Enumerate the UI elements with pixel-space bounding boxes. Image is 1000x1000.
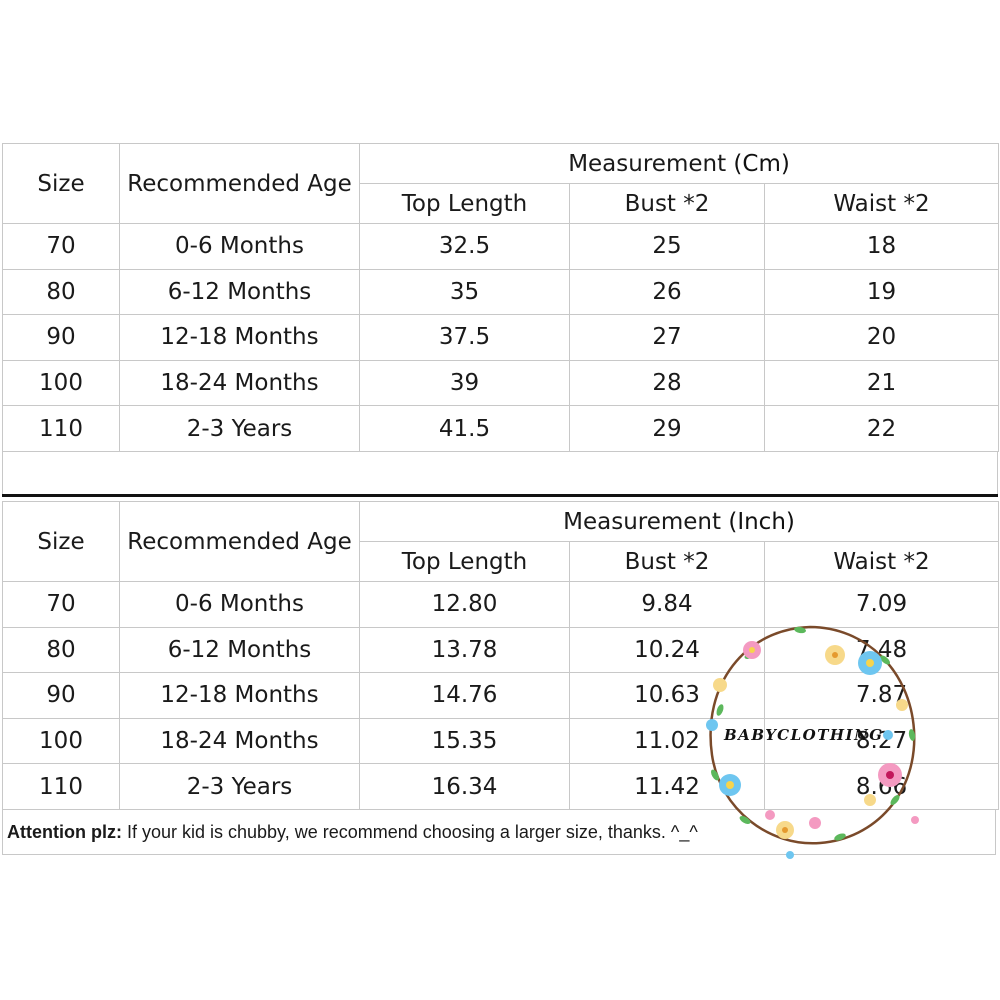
table-row: 90 12-18 Months 37.5 27 20 (2, 314, 1000, 361)
header-recommended-age: Recommended Age (119, 501, 360, 582)
table-row: 110 2-3 Years 16.34 11.42 8.66 (2, 763, 1000, 810)
size-table-cm: Size Recommended Age Measurement (Cm) To… (2, 143, 1000, 452)
cell-size: 100 (2, 717, 120, 765)
header-bust: Bust *2 (569, 541, 765, 582)
cell-age: 18-24 Months (119, 359, 360, 407)
header-top-length: Top Length (359, 183, 570, 224)
table-subheader-row: Top Length Bust *2 Waist *2 (3, 541, 1000, 582)
cell-waist: 7.87 (763, 672, 1000, 719)
table-divider (2, 494, 998, 497)
cell-age: 6-12 Months (119, 626, 360, 674)
cell-bust: 9.84 (569, 581, 765, 628)
header-size: Size (2, 143, 120, 224)
cell-age: 18-24 Months (119, 717, 360, 765)
header-measurement: Measurement (Cm) (358, 143, 1000, 184)
cell-size: 80 (2, 268, 120, 316)
table-row: 110 2-3 Years 41.5 29 22 (2, 405, 1000, 452)
header-waist: Waist *2 (763, 541, 1000, 582)
cell-age: 0-6 Months (119, 581, 360, 628)
cell-size: 90 (2, 314, 120, 361)
attention-text: If your kid is chubby, we recommend choo… (126, 821, 698, 842)
cell-top-length: 32.5 (359, 223, 570, 270)
cell-waist: 22 (763, 405, 1000, 452)
cell-bust: 11.02 (569, 717, 765, 765)
header-bust: Bust *2 (569, 183, 765, 224)
cell-top-length: 15.35 (359, 717, 570, 765)
table-row: 90 12-18 Months 14.76 10.63 7.87 (2, 672, 1000, 719)
cell-waist: 18 (763, 223, 1000, 270)
cell-size: 110 (2, 405, 120, 452)
cell-top-length: 16.34 (359, 763, 570, 810)
cell-age: 0-6 Months (119, 223, 360, 270)
header-unit: (Cm) (733, 150, 790, 177)
cell-age: 2-3 Years (119, 763, 360, 810)
cell-top-length: 14.76 (359, 672, 570, 719)
header-waist: Waist *2 (763, 183, 1000, 224)
table-header-row: Size Recommended Age Measurement (Cm) (2, 143, 1000, 224)
size-table-inch: Size Recommended Age Measurement (Inch) … (2, 501, 1000, 810)
cell-age: 12-18 Months (119, 672, 360, 719)
table-row: 70 0-6 Months 12.80 9.84 7.09 (2, 581, 1000, 628)
table-row: 80 6-12 Months 13.78 10.24 7.48 (2, 626, 1000, 674)
cell-bust: 10.63 (569, 672, 765, 719)
cell-size: 70 (2, 581, 120, 628)
header-top-length: Top Length (359, 541, 570, 582)
floral-wreath-logo-icon (706, 625, 919, 859)
table-spacer-row (2, 451, 998, 494)
header-measurement: Measurement (Inch) (358, 501, 1000, 542)
cell-waist: 8.27 (763, 717, 1000, 765)
cell-bust: 28 (569, 359, 765, 407)
cell-waist: 7.48 (763, 626, 1000, 674)
cell-top-length: 35 (359, 268, 570, 316)
cell-waist: 20 (763, 314, 1000, 361)
header-measurement-label: Measurement (568, 150, 727, 177)
cell-size: 90 (2, 672, 120, 719)
cell-top-length: 41.5 (359, 405, 570, 452)
cell-age: 2-3 Years (119, 405, 360, 452)
cell-bust: 29 (569, 405, 765, 452)
header-unit: (Inch) (728, 508, 795, 535)
cell-bust: 27 (569, 314, 765, 361)
cell-bust: 25 (569, 223, 765, 270)
cell-waist: 7.09 (763, 581, 1000, 628)
table-header-row: Size Recommended Age Measurement (Inch) (2, 501, 1000, 582)
table-row: 70 0-6 Months 32.5 25 18 (2, 223, 1000, 270)
header-recommended-age: Recommended Age (119, 143, 360, 224)
watermark-text: BABYCLOTHING (724, 726, 884, 744)
cell-waist: 21 (763, 359, 1000, 407)
attention-note: Attention plz: If your kid is chubby, we… (2, 810, 996, 855)
cell-top-length: 37.5 (359, 314, 570, 361)
cell-size: 70 (2, 223, 120, 270)
cell-top-length: 13.78 (359, 626, 570, 674)
table-row: 100 18-24 Months 39 28 21 (2, 359, 1000, 407)
cell-top-length: 12.80 (359, 581, 570, 628)
attention-label: Attention plz: (7, 821, 122, 842)
cell-top-length: 39 (359, 359, 570, 407)
cell-size: 110 (2, 763, 120, 810)
cell-waist: 19 (763, 268, 1000, 316)
cell-size: 80 (2, 626, 120, 674)
header-size: Size (2, 501, 120, 582)
table-subheader-row: Top Length Bust *2 Waist *2 (3, 183, 1000, 224)
cell-age: 6-12 Months (119, 268, 360, 316)
cell-age: 12-18 Months (119, 314, 360, 361)
cell-bust: 26 (569, 268, 765, 316)
table-row: 80 6-12 Months 35 26 19 (2, 268, 1000, 316)
table-row: 100 18-24 Months 15.35 11.02 8.27 (2, 717, 1000, 765)
header-measurement-label: Measurement (563, 508, 722, 535)
cell-size: 100 (2, 359, 120, 407)
